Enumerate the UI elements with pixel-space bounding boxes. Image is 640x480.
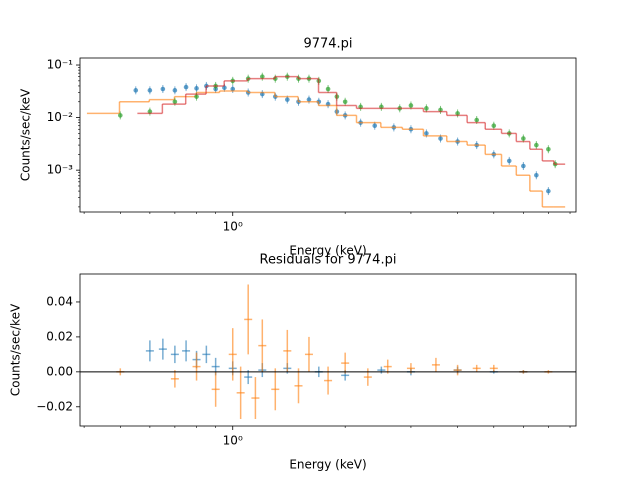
data-point — [546, 146, 551, 152]
data-point — [172, 88, 178, 93]
data-point — [230, 86, 236, 92]
data-point — [183, 84, 189, 90]
x-tick-label: 10⁰ — [223, 434, 243, 448]
x-axis-label: Energy (keV) — [289, 244, 366, 258]
y-axis-label: Counts/sec/keV — [9, 303, 23, 396]
data-point — [521, 163, 526, 169]
y-tick-label: 0.00 — [46, 364, 73, 378]
data-point — [506, 158, 512, 164]
data-point — [455, 111, 460, 116]
x-tick-label: 10⁰ — [223, 220, 243, 234]
data-point — [424, 106, 429, 111]
y-tick-label: 0.04 — [46, 294, 73, 308]
data-point — [133, 88, 139, 93]
data-point — [260, 74, 265, 79]
data-point — [194, 86, 199, 91]
data-point — [534, 142, 539, 148]
data-point — [118, 113, 123, 118]
y-axis-label: Counts/sec/keV — [19, 88, 33, 181]
model-step-riser — [118, 91, 544, 207]
data-point — [534, 172, 539, 178]
data-point — [306, 97, 312, 102]
x-axis-label: Energy (keV) — [289, 458, 366, 472]
data-point — [546, 188, 551, 194]
data-point — [474, 117, 480, 123]
data-point — [521, 136, 526, 141]
data-point — [372, 123, 378, 129]
model-step-riser — [161, 76, 555, 165]
data-point — [325, 86, 331, 92]
data-point — [408, 103, 414, 108]
data-point — [147, 88, 153, 93]
data-point — [160, 86, 166, 92]
data-point — [194, 94, 199, 99]
data-point — [285, 97, 290, 102]
data-point — [342, 99, 348, 105]
y-tick-label: 0.02 — [46, 329, 73, 343]
subplot-title: 9774.pi — [303, 37, 352, 52]
data-point — [491, 123, 497, 129]
y-tick-label: 10⁻¹ — [47, 58, 74, 72]
subplot-title: Residuals for 9774.pi — [260, 253, 397, 268]
axes-frame — [79, 273, 577, 427]
data-point — [172, 99, 178, 105]
y-tick-label: −0.02 — [36, 399, 73, 413]
y-tick-label: 10⁻² — [47, 110, 74, 124]
y-tick-label: 10⁻³ — [47, 163, 74, 177]
data-point — [424, 131, 429, 136]
data-point — [438, 136, 443, 141]
axes-frame — [79, 57, 577, 213]
